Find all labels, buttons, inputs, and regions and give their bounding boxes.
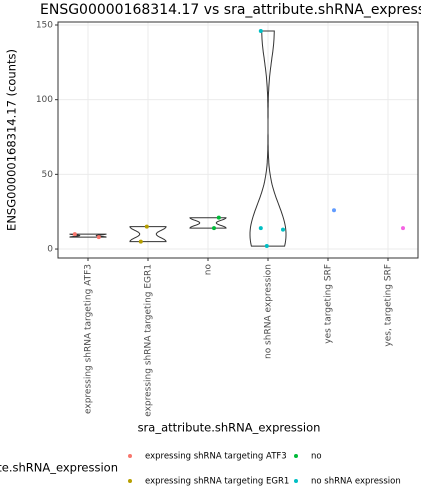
point bbox=[332, 208, 336, 213]
legend-marker bbox=[294, 454, 298, 458]
x-tick-label: yes, targeting SRF bbox=[384, 264, 394, 347]
point bbox=[72, 232, 77, 237]
legend-label: no bbox=[311, 452, 322, 462]
point bbox=[216, 215, 221, 220]
chart-title: ENSG00000168314.17 vs sra_attribute.shRN… bbox=[40, 2, 421, 18]
point bbox=[96, 235, 101, 240]
point bbox=[258, 28, 263, 33]
y-tick-label: 0 bbox=[47, 245, 53, 255]
legend-label: expressing shRNA targeting ATF3 bbox=[145, 452, 287, 462]
legend-marker bbox=[294, 479, 298, 483]
point bbox=[138, 239, 143, 244]
y-tick-label: 50 bbox=[42, 170, 54, 180]
legend-marker bbox=[128, 454, 132, 458]
y-tick-label: 150 bbox=[36, 20, 53, 30]
y-axis-title: ENSG00000168314.17 (counts) bbox=[5, 49, 19, 231]
x-axis-title: sra_attribute.shRNA_expression bbox=[138, 421, 321, 435]
violin bbox=[189, 217, 227, 229]
x-tick-label: expressing shRNA targeting ATF3 bbox=[84, 264, 94, 414]
x-tick-label: no shRNA expression bbox=[264, 264, 274, 359]
point bbox=[264, 244, 269, 249]
point bbox=[401, 226, 405, 231]
x-tick-label: expressing shRNA targeting EGR1 bbox=[144, 264, 154, 417]
x-tick-label: yes targeting SRF bbox=[324, 264, 334, 344]
legend-label: no shRNA expression bbox=[311, 477, 401, 487]
legend-title: sra_attribute.shRNA_expression bbox=[0, 461, 118, 475]
violin bbox=[129, 226, 167, 243]
panel-border bbox=[57, 21, 419, 259]
point bbox=[258, 226, 263, 231]
legend-marker bbox=[128, 479, 132, 483]
legend-label: expressing shRNA targeting EGR1 bbox=[145, 477, 289, 487]
y-tick-label: 100 bbox=[36, 95, 53, 105]
point bbox=[281, 227, 285, 232]
x-tick-label: no bbox=[204, 264, 214, 276]
point bbox=[212, 226, 216, 231]
point bbox=[144, 224, 149, 229]
